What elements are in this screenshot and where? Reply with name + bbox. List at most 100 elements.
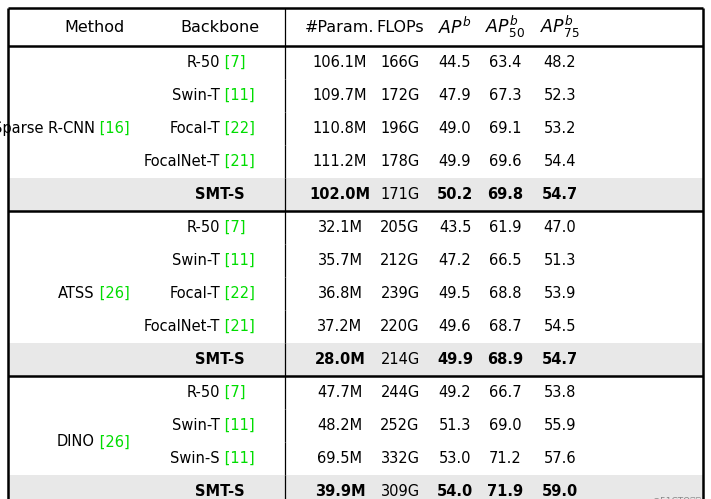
Bar [8, 343, 703, 376]
Bar [8, 178, 703, 211]
Text: $AP^b_{75}$: $AP^b_{75}$ [540, 14, 579, 40]
Text: 171G: 171G [380, 187, 419, 202]
Text: [11]: [11] [220, 253, 255, 268]
Text: 57.6: 57.6 [544, 451, 577, 466]
Text: 53.0: 53.0 [439, 451, 471, 466]
Text: 43.5: 43.5 [439, 220, 471, 235]
Bar [8, 475, 703, 499]
Text: Backbone: Backbone [181, 19, 260, 34]
Text: 47.7M: 47.7M [317, 385, 363, 400]
Text: FocalNet-T: FocalNet-T [144, 319, 220, 334]
Text: 47.2: 47.2 [439, 253, 471, 268]
Text: 109.7M: 109.7M [313, 88, 368, 103]
Text: 71.2: 71.2 [488, 451, 521, 466]
Text: 61.9: 61.9 [488, 220, 521, 235]
Text: Focal-T: Focal-T [169, 286, 220, 301]
Text: #Param.: #Param. [305, 19, 375, 34]
Text: 47.0: 47.0 [544, 220, 577, 235]
Text: 332G: 332G [380, 451, 419, 466]
Text: 239G: 239G [380, 286, 419, 301]
Text: Swin-T: Swin-T [172, 88, 220, 103]
Text: 49.2: 49.2 [439, 385, 471, 400]
Text: [11]: [11] [220, 418, 255, 433]
Text: 54.7: 54.7 [542, 187, 578, 202]
Text: 49.9: 49.9 [437, 352, 473, 367]
Text: [22]: [22] [220, 121, 255, 136]
Text: 66.5: 66.5 [488, 253, 521, 268]
Text: 53.9: 53.9 [544, 286, 576, 301]
Text: 49.6: 49.6 [439, 319, 471, 334]
Text: 53.8: 53.8 [544, 385, 576, 400]
Text: 172G: 172G [380, 88, 419, 103]
Text: 66.7: 66.7 [488, 385, 521, 400]
Text: 50.2: 50.2 [437, 187, 473, 202]
Text: Swin-T: Swin-T [172, 253, 220, 268]
Text: [7]: [7] [220, 220, 245, 235]
Text: 309G: 309G [380, 484, 419, 499]
Text: 51.3: 51.3 [544, 253, 576, 268]
Text: 67.3: 67.3 [488, 88, 521, 103]
Text: SMT-S: SMT-S [196, 187, 245, 202]
Text: 32.1M: 32.1M [318, 220, 363, 235]
Text: 39.9M: 39.9M [315, 484, 365, 499]
Text: 68.7: 68.7 [488, 319, 521, 334]
Text: 212G: 212G [380, 253, 419, 268]
Text: [11]: [11] [220, 451, 255, 466]
Text: 178G: 178G [380, 154, 419, 169]
Text: [7]: [7] [220, 385, 245, 400]
Text: SMT-S: SMT-S [196, 352, 245, 367]
Text: [16]: [16] [95, 121, 129, 136]
Text: [26]: [26] [95, 286, 129, 301]
Text: Swin-T: Swin-T [172, 418, 220, 433]
Text: 49.9: 49.9 [439, 154, 471, 169]
Text: SMT-S: SMT-S [196, 484, 245, 499]
Text: 69.5M: 69.5M [318, 451, 363, 466]
Text: 220G: 220G [380, 319, 419, 334]
Text: [7]: [7] [220, 55, 245, 70]
Text: 54.4: 54.4 [544, 154, 576, 169]
Text: Method: Method [65, 19, 125, 34]
Text: 102.0M: 102.0M [309, 187, 370, 202]
Text: 51.3: 51.3 [439, 418, 471, 433]
Text: FocalNet-T: FocalNet-T [144, 154, 220, 169]
Text: [21]: [21] [220, 319, 255, 334]
Text: 68.8: 68.8 [488, 286, 521, 301]
Text: 244G: 244G [380, 385, 419, 400]
Text: 37.2M: 37.2M [317, 319, 363, 334]
Text: Sparse R-CNN: Sparse R-CNN [0, 121, 95, 136]
Text: 52.3: 52.3 [544, 88, 576, 103]
Text: 35.7M: 35.7M [318, 253, 363, 268]
Text: FLOPs: FLOPs [376, 19, 424, 34]
Text: 111.2M: 111.2M [313, 154, 367, 169]
Text: $AP^b_{50}$: $AP^b_{50}$ [485, 14, 525, 40]
Text: 214G: 214G [380, 352, 419, 367]
Text: 53.2: 53.2 [544, 121, 576, 136]
Text: 110.8M: 110.8M [313, 121, 367, 136]
Text: 54.0: 54.0 [437, 484, 473, 499]
Text: 69.0: 69.0 [488, 418, 521, 433]
Text: 252G: 252G [380, 418, 419, 433]
Text: 68.9: 68.9 [487, 352, 523, 367]
Text: 205G: 205G [380, 220, 419, 235]
Text: [11]: [11] [220, 88, 255, 103]
Text: 44.5: 44.5 [439, 55, 471, 70]
Text: 63.4: 63.4 [489, 55, 521, 70]
Text: 69.8: 69.8 [487, 187, 523, 202]
Text: [26]: [26] [95, 435, 129, 450]
Text: DINO: DINO [57, 435, 95, 450]
Text: 69.6: 69.6 [488, 154, 521, 169]
Text: 49.0: 49.0 [439, 121, 471, 136]
Text: Focal-T: Focal-T [169, 121, 220, 136]
Text: [21]: [21] [220, 154, 255, 169]
Text: 196G: 196G [380, 121, 419, 136]
Text: R-50: R-50 [186, 55, 220, 70]
Text: 36.8M: 36.8M [318, 286, 363, 301]
Text: [22]: [22] [220, 286, 255, 301]
Text: 54.7: 54.7 [542, 352, 578, 367]
Text: ATSS: ATSS [58, 286, 95, 301]
Text: 69.1: 69.1 [488, 121, 521, 136]
Text: 49.5: 49.5 [439, 286, 471, 301]
Text: 59.0: 59.0 [542, 484, 578, 499]
Text: 48.2: 48.2 [544, 55, 577, 70]
Text: @51CTO博客: @51CTO博客 [651, 496, 701, 499]
